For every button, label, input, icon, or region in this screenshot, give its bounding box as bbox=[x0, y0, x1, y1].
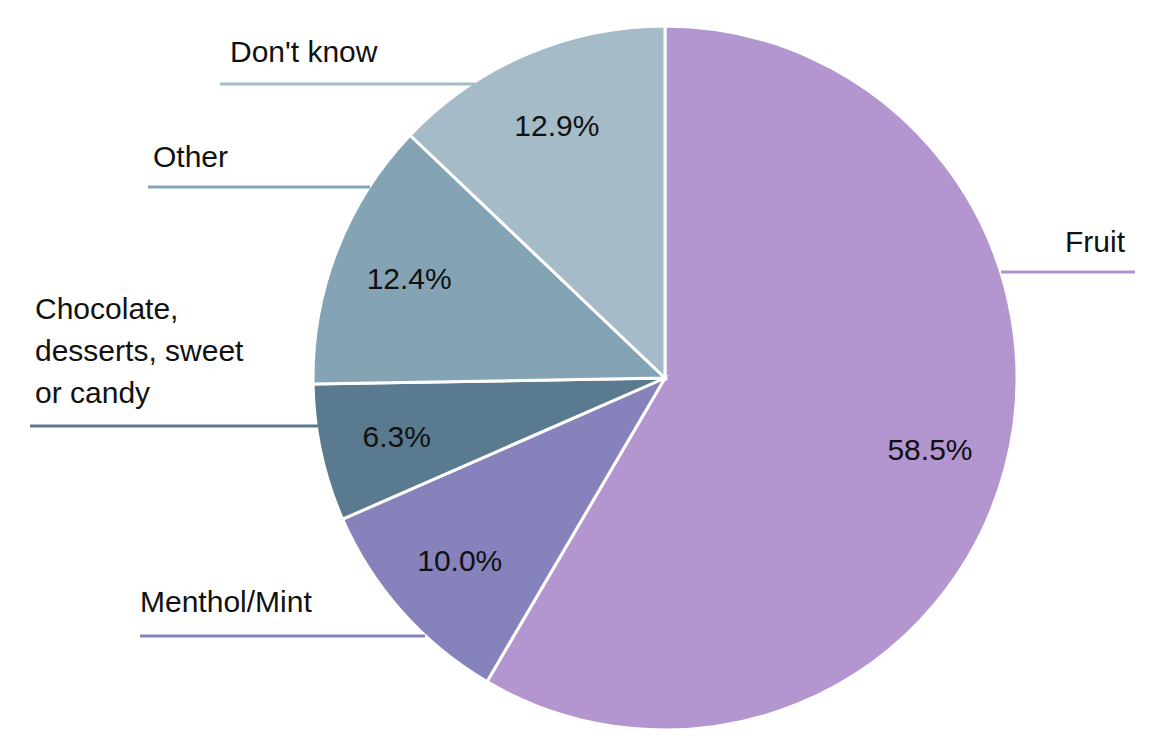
svg-text:Other: Other bbox=[153, 140, 228, 173]
svg-text:58.5%: 58.5% bbox=[887, 433, 972, 466]
svg-text:Menthol/Mint: Menthol/Mint bbox=[140, 585, 312, 618]
svg-text:Fruit: Fruit bbox=[1065, 225, 1126, 258]
svg-text:or candy: or candy bbox=[35, 376, 150, 409]
svg-text:12.4%: 12.4% bbox=[367, 262, 452, 295]
svg-text:desserts, sweet: desserts, sweet bbox=[35, 334, 244, 367]
svg-text:Don't know: Don't know bbox=[230, 35, 378, 68]
svg-text:10.0%: 10.0% bbox=[417, 544, 502, 577]
svg-text:12.9%: 12.9% bbox=[514, 109, 599, 142]
svg-text:Chocolate,: Chocolate, bbox=[35, 292, 178, 325]
svg-text:6.3%: 6.3% bbox=[363, 420, 431, 453]
